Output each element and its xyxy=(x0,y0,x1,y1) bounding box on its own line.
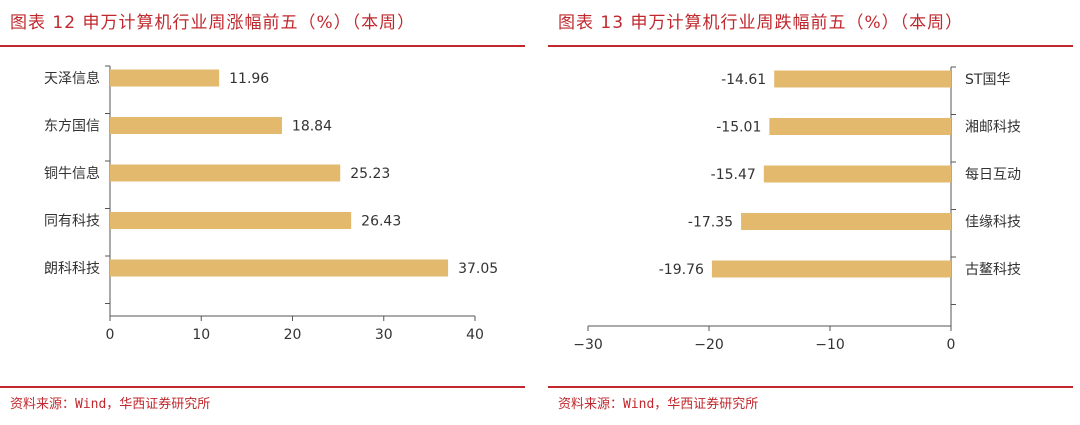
data-label: -15.01 xyxy=(716,120,761,136)
category-label: ST国华 xyxy=(965,72,1010,88)
data-label: -17.35 xyxy=(688,215,733,231)
chart-title: 图表 13 申万计算机行业周跌幅前五（%）（本周） xyxy=(558,13,964,33)
x-tick-label: 10 xyxy=(192,327,210,343)
bar xyxy=(769,118,951,135)
title-rule xyxy=(0,45,525,47)
x-tick-label: −10 xyxy=(815,337,845,353)
gainers-bar-chart: 0 10 20 30 40 天泽信息 11.96 东方国信 18.84 铜牛信息 25.23 同有科技… xyxy=(44,65,498,343)
category-label: 湘邮科技 xyxy=(965,120,1021,136)
bar xyxy=(711,260,951,278)
bar xyxy=(741,213,951,230)
bar xyxy=(110,69,220,87)
bar xyxy=(110,164,341,182)
category-label: 东方国信 xyxy=(44,119,100,135)
losers-bar-chart: −30 −20 −10 0 ST国华 -14.61 湘邮科技 -15.01 每日互动 -15.47… xyxy=(573,66,1021,353)
data-label: 25.23 xyxy=(350,166,390,182)
source-rule xyxy=(0,386,525,388)
category-label: 佳缘科技 xyxy=(965,215,1021,231)
source-rule xyxy=(548,386,1073,388)
x-tick-label: 30 xyxy=(375,327,393,343)
data-label: -19.76 xyxy=(659,262,704,278)
source-note: 资料来源：Wind，华西证券研究所 xyxy=(558,397,759,412)
data-label: 37.05 xyxy=(458,261,498,277)
data-label: 18.84 xyxy=(292,119,332,135)
bar xyxy=(110,212,352,229)
category-label: 天泽信息 xyxy=(44,70,100,87)
chart-title: 图表 12 申万计算机行业周涨幅前五（%）（本周） xyxy=(10,13,416,33)
x-tick-label: 20 xyxy=(284,327,302,343)
data-label: 11.96 xyxy=(229,71,269,87)
data-label: -14.61 xyxy=(721,72,766,88)
chart-panel-losers: 图表 13 申万计算机行业周跌幅前五（%）（本周） −30 −20 −10 0 ST国华… xyxy=(548,0,1080,425)
x-tick-label: −30 xyxy=(573,337,603,353)
category-label: 朗科科技 xyxy=(44,261,100,277)
data-label: -15.47 xyxy=(711,167,756,183)
x-tick-label: 0 xyxy=(106,327,115,343)
x-tick-label: 0 xyxy=(947,337,956,353)
data-label: 26.43 xyxy=(361,214,401,230)
bar xyxy=(110,259,449,277)
bar xyxy=(774,70,951,88)
category-label: 每日互动 xyxy=(965,167,1021,183)
bar xyxy=(763,165,951,183)
chart-panel-gainers: 图表 12 申万计算机行业周涨幅前五（%）（本周） 0 10 20 30 40 天泽信息 1… xyxy=(0,0,532,425)
bar xyxy=(110,117,282,134)
x-tick-label: 40 xyxy=(466,327,484,343)
category-label: 古鳌科技 xyxy=(965,261,1021,278)
category-label: 同有科技 xyxy=(44,214,100,230)
source-note: 资料来源：Wind，华西证券研究所 xyxy=(10,397,211,412)
category-label: 铜牛信息 xyxy=(44,165,100,182)
x-tick-label: −20 xyxy=(694,337,724,353)
title-rule xyxy=(548,45,1073,47)
